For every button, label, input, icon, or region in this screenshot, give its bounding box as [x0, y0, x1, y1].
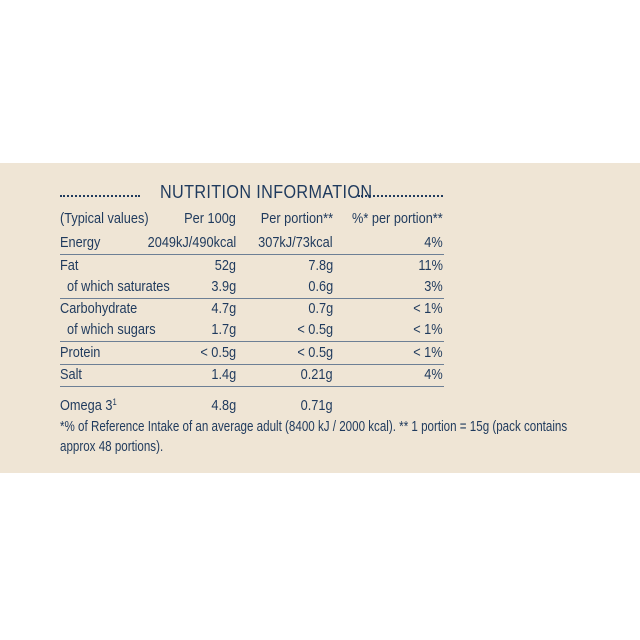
cell: 1.4g — [211, 366, 236, 383]
row-label: Fat — [60, 257, 79, 274]
panel-background — [0, 163, 640, 473]
cell: 0.21g — [301, 366, 333, 383]
header-cell: Per portion** — [260, 210, 333, 227]
header-cell: (Typical values) — [60, 210, 149, 227]
header-cell: Per 100g — [184, 210, 236, 227]
row-label: Protein — [60, 344, 101, 361]
cell: 3% — [424, 278, 443, 295]
cell: 307kJ/73kcal — [258, 234, 333, 251]
footnote-line: approx 48 portions). — [60, 439, 164, 455]
cell: 0.6g — [308, 278, 333, 295]
footnote-ref: 1 — [112, 397, 117, 407]
row-label: Omega 31 — [60, 397, 117, 414]
row-label: of which saturates — [67, 278, 170, 295]
row-rule — [60, 298, 444, 299]
row-label: Energy — [60, 234, 101, 251]
cell: 0.71g — [301, 397, 333, 414]
cell: < 0.5g — [297, 344, 333, 361]
cell: 1.7g — [211, 321, 236, 338]
cell: 4% — [424, 366, 443, 383]
row-rule — [60, 364, 444, 365]
row-label: Carbohydrate — [60, 300, 138, 317]
row-label: Salt — [60, 366, 82, 383]
cell: < 0.5g — [297, 321, 333, 338]
cell: 11% — [418, 257, 443, 274]
dotted-rule — [60, 195, 140, 197]
title: NUTRITION INFORMATION — [160, 182, 373, 202]
row-rule — [60, 386, 444, 387]
row-label: of which sugars — [67, 321, 156, 338]
row-rule — [60, 254, 444, 255]
cell: < 1% — [413, 321, 443, 338]
cell: 52g — [214, 257, 236, 274]
row-rule — [60, 341, 444, 342]
cell: 7.8g — [308, 257, 333, 274]
header-cell: %* per portion** — [352, 210, 443, 227]
cell: 2049kJ/490kcal — [147, 234, 236, 251]
footnote-line: *% of Reference Intake of an average adu… — [60, 419, 568, 435]
cell: < 1% — [413, 300, 443, 317]
cell: 4% — [424, 234, 443, 251]
dotted-rule — [358, 195, 443, 197]
cell: 4.8g — [211, 397, 236, 414]
cell: 4.7g — [211, 300, 236, 317]
cell: < 1% — [413, 344, 443, 361]
cell: < 0.5g — [200, 344, 236, 361]
cell: 0.7g — [308, 300, 333, 317]
cell: 3.9g — [211, 278, 236, 295]
